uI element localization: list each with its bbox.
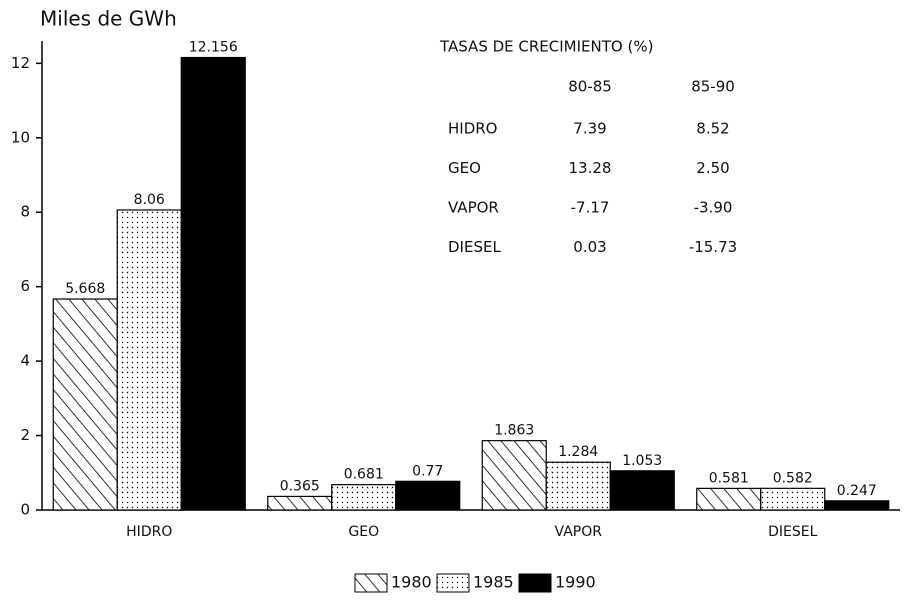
y-axis-label: Miles de GWh — [40, 7, 177, 31]
legend-label: 1985 — [473, 573, 514, 592]
table-cell: -15.73 — [689, 238, 737, 256]
bar — [180, 56, 246, 511]
table-row-label: GEO — [448, 159, 481, 177]
bar — [116, 209, 182, 511]
bar — [696, 487, 762, 511]
x-tick-label: DIESEL — [768, 524, 817, 540]
y-tick-label: 0 — [20, 501, 30, 519]
bar — [545, 461, 611, 511]
legend-swatch — [354, 573, 388, 593]
bar — [267, 495, 333, 511]
table-title: TASAS DE CRECIMIENTO (%) — [439, 38, 653, 56]
value-label: 1.284 — [558, 444, 598, 460]
table-row-label: HIDRO — [448, 120, 497, 138]
y-tick-label: 8 — [20, 203, 30, 221]
legend-label: 1980 — [391, 573, 432, 592]
y-tick-label: 2 — [20, 426, 30, 444]
y-tick-label: 10 — [11, 128, 30, 146]
bar — [331, 484, 397, 511]
value-label: 5.668 — [65, 281, 105, 297]
x-tick-label: HIDRO — [126, 524, 172, 540]
bar — [824, 500, 890, 511]
table-cell: -7.17 — [571, 199, 610, 217]
bar — [481, 440, 547, 511]
table-row-label: DIESEL — [448, 238, 501, 256]
bar — [52, 298, 118, 511]
legend-swatch — [436, 573, 470, 593]
table-cell: 0.03 — [573, 238, 606, 256]
table-row-label: VAPOR — [448, 199, 499, 217]
table-column-header: 85-90 — [691, 78, 735, 96]
y-tick-label: 4 — [20, 352, 30, 370]
value-label: 1.863 — [494, 423, 534, 439]
x-tick-label: VAPOR — [555, 524, 603, 540]
value-label: 12.156 — [189, 40, 238, 56]
value-label: 1.053 — [622, 453, 662, 469]
value-label: 8.06 — [134, 192, 165, 208]
legend-label: 1990 — [555, 573, 596, 592]
bar — [760, 487, 826, 511]
value-label: 0.582 — [773, 470, 813, 486]
table-column-header: 80-85 — [568, 78, 612, 96]
bar — [609, 470, 675, 511]
table-cell: 8.52 — [696, 120, 729, 138]
y-tick-label: 12 — [11, 54, 30, 72]
table-cell: 7.39 — [573, 120, 606, 138]
value-label: 0.77 — [412, 463, 443, 479]
y-tick-label: 6 — [20, 277, 30, 295]
table-cell: 2.50 — [696, 159, 729, 177]
table-cell: -3.90 — [694, 199, 733, 217]
value-label: 0.247 — [837, 483, 877, 499]
legend-swatch — [518, 573, 552, 593]
value-label: 0.581 — [709, 470, 749, 486]
x-tick-label: GEO — [348, 524, 379, 540]
value-label: 0.365 — [280, 478, 320, 494]
value-label: 0.681 — [344, 467, 384, 483]
table-cell: 13.28 — [569, 159, 612, 177]
bar — [395, 480, 461, 511]
